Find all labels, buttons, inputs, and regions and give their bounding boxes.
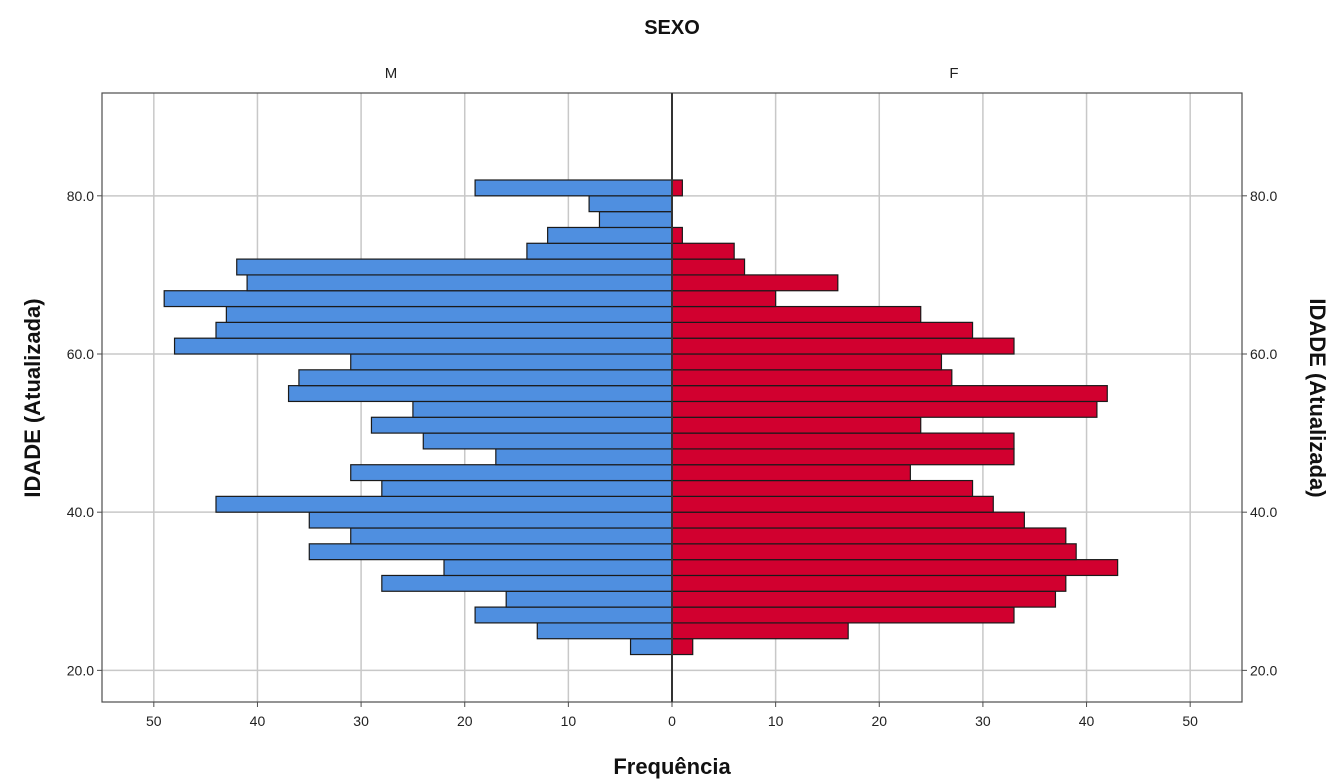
y-tick-label-left: 80.0 [67,188,94,204]
bar-female [671,574,1067,592]
bar-male [629,638,673,656]
x-tick-label: 30 [353,713,369,729]
bar-male [547,226,673,244]
panel-label-female: F [949,65,958,82]
bar-male [412,400,673,418]
y-axis-title-right: IDADE (Atualizada) [1305,298,1330,497]
bar-male [287,385,673,403]
bar-male [308,511,673,529]
bar-male [163,290,673,308]
bar-female [671,242,735,260]
x-tick-label: 0 [668,713,676,729]
y-tick-label-right: 80.0 [1250,188,1277,204]
bar-female [671,511,1025,529]
bar-female [671,290,777,308]
bar-female [671,385,1108,403]
bar-male [536,622,673,640]
y-tick-labels: 20.0 20.0 40.0 40.0 60.0 60.0 80.0 80.0 [67,188,1278,679]
bar-female [671,479,974,497]
bar-female [671,527,1067,545]
bar-male [598,211,673,229]
bar-male [588,195,673,213]
bar-male [246,274,673,292]
bar-female [671,400,1098,418]
y-axis-title-left: IDADE (Atualizada) [20,298,45,497]
bar-male [308,543,673,561]
x-tick-label: 30 [975,713,991,729]
bar-male [350,464,673,482]
x-tick-label: 50 [146,713,162,729]
bar-female [671,606,1015,624]
bar-female [671,369,953,387]
bar-male [443,559,673,577]
bar-male [422,432,673,450]
bar-male [474,606,673,624]
bar-female [671,305,922,323]
y-tick-label-right: 40.0 [1250,504,1277,520]
bar-male [381,479,673,497]
bar-female [671,590,1057,608]
y-tick-label-right: 20.0 [1250,662,1277,678]
x-tick-label: 20 [871,713,887,729]
bar-male [225,305,673,323]
x-tick-label: 50 [1182,713,1198,729]
y-tick-label-left: 20.0 [67,662,94,678]
bar-female [671,274,839,292]
bar-female [671,258,746,276]
bar-female [671,622,849,640]
bar-male [215,495,673,513]
bar-female [671,495,994,513]
bar-male [350,527,673,545]
x-tick-label: 40 [250,713,266,729]
bar-female [671,353,943,371]
bar-female [671,337,1015,355]
bar-female [671,559,1119,577]
bar-male [370,416,673,434]
y-tick-label-right: 60.0 [1250,346,1277,362]
bar-male [495,448,673,466]
bar-female [671,321,974,339]
bar-male [173,337,673,355]
bar-female [671,448,1015,466]
bar-male [298,369,673,387]
y-tick-label-left: 40.0 [67,504,94,520]
bar-female [671,432,1015,450]
bar-female [671,464,911,482]
bar-female [671,179,683,197]
bar-male [474,179,673,197]
x-tick-labels: 0 10 10 20 20 30 30 40 40 50 50 [146,702,1198,729]
bar-male [236,258,673,276]
bar-female [671,543,1077,561]
bar-male [350,353,673,371]
x-axis-title: Frequência [613,754,731,779]
bars-layer [163,179,1119,656]
bar-male [505,590,673,608]
bar-male [381,574,673,592]
x-tick-label: 10 [561,713,577,729]
bar-male [526,242,673,260]
bar-female [671,416,922,434]
panel-label-male: M [385,65,398,82]
bar-female [671,226,683,244]
x-tick-label: 20 [457,713,473,729]
bar-male [215,321,673,339]
x-tick-label: 10 [768,713,784,729]
bar-female [671,638,694,656]
y-tick-label-left: 60.0 [67,346,94,362]
x-tick-label: 40 [1079,713,1095,729]
chart-title: SEXO [644,17,700,39]
